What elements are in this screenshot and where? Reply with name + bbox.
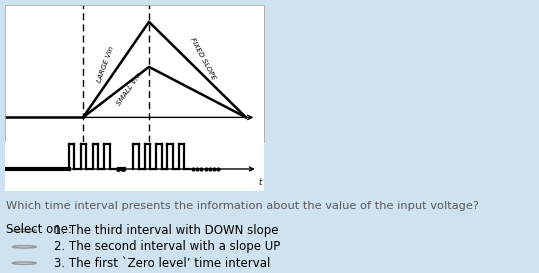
Text: 1. The third interval with DOWN slope: 1. The third interval with DOWN slope	[54, 224, 279, 237]
Text: t: t	[258, 178, 261, 187]
Text: 3. The first `Zero level’ time interval: 3. The first `Zero level’ time interval	[54, 257, 270, 270]
Text: LARGE Vin: LARGE Vin	[96, 46, 115, 84]
Text: FIXED SLOPE: FIXED SLOPE	[189, 37, 217, 81]
Text: SMALL Vm: SMALL Vm	[116, 72, 142, 106]
Text: 2. The second interval with a slope UP: 2. The second interval with a slope UP	[54, 240, 280, 253]
Text: Select one:: Select one:	[6, 223, 72, 236]
Text: Which time interval presents the information about the value of the input voltag: Which time interval presents the informa…	[6, 201, 479, 211]
